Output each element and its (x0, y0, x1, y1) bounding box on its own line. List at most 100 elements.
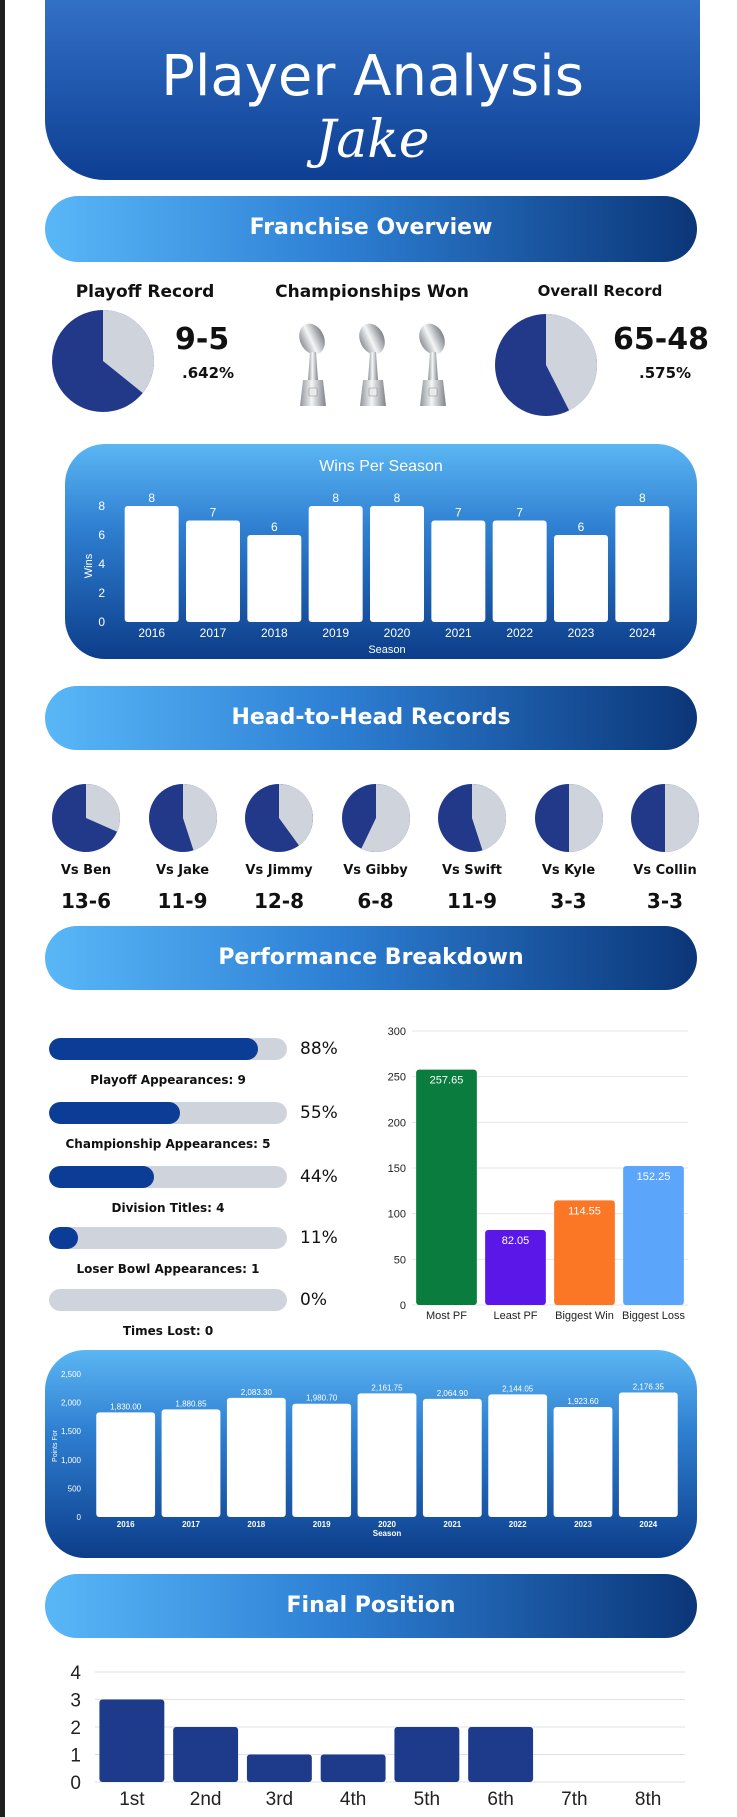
pf-y-tick: 1,500 (61, 1427, 82, 1436)
performance-progress-bar (49, 1227, 287, 1249)
points-x-tick: Most PF (426, 1310, 467, 1322)
page-title: Player Analysis (161, 44, 584, 109)
wins-bar (186, 520, 240, 622)
wins-chart-title: Wins Per Season (319, 458, 443, 475)
pf-x-tick: 2017 (182, 1520, 200, 1529)
pf-bar-label: 2,161.75 (371, 1383, 403, 1392)
wins-bar (308, 506, 363, 622)
wins-x-tick: 2016 (138, 626, 165, 640)
points-y-tick: 150 (388, 1163, 406, 1175)
pf-bar (553, 1406, 613, 1517)
h2h-record: 6-8 (357, 889, 394, 913)
header-banner: Player Analysis Jake (45, 0, 700, 180)
pf-bar (422, 1398, 482, 1517)
wins-bar-label: 7 (210, 506, 217, 520)
final-x-tick: 8th (635, 1789, 661, 1810)
h2h-pie (438, 784, 506, 852)
pf-bar-label: 1,980.70 (306, 1394, 338, 1403)
pf-x-tick: 2016 (117, 1520, 135, 1529)
championships-title: Championships Won (275, 282, 469, 302)
playoff-record-pct: .642% (182, 364, 235, 382)
h2h-opponent-name: Vs Jimmy (245, 863, 313, 878)
wins-y-tick: 0 (98, 615, 105, 629)
pf-bar (488, 1394, 548, 1517)
wins-x-tick: 2023 (568, 626, 595, 640)
final-bar (394, 1727, 460, 1782)
final-y-tick: 4 (70, 1663, 81, 1684)
pf-bar-label: 2,144.05 (502, 1384, 534, 1393)
h2h-pie (148, 784, 217, 852)
pf-y-tick: 0 (77, 1513, 82, 1522)
points-x-tick: Biggest Loss (622, 1310, 685, 1322)
points-y-tick: 100 (388, 1209, 406, 1221)
wins-x-tick: 2024 (629, 626, 656, 640)
overall-record-title: Overall Record (537, 282, 663, 300)
final-y-tick: 2 (70, 1718, 81, 1739)
points-bar (485, 1230, 546, 1305)
wins-bar (492, 520, 547, 622)
pf-bar (161, 1409, 221, 1517)
h2h-loss-slice (86, 784, 120, 832)
wins-y-tick: 2 (98, 586, 105, 600)
points-x-tick: Least PF (493, 1310, 537, 1322)
pf-x-tick: 2023 (574, 1520, 592, 1529)
h2h-opponent-name: Vs Kyle (541, 863, 596, 878)
final-x-tick: 5th (414, 1789, 440, 1810)
final-x-tick: 6th (487, 1789, 513, 1810)
wins-y-label: Wins (83, 553, 95, 578)
final-position-chart: 0 1 2 3 4 1st 2nd 3rd 4th 5th 6th 7th 8th (70, 1663, 685, 1810)
wins-per-season-panel: Wins Per Season 0 2 4 6 8 Wins 8 2016 7 2017 6 2018 8… (65, 444, 697, 659)
wins-x-tick: 2020 (384, 626, 411, 640)
wins-bar-label: 6 (271, 520, 278, 534)
h2h-record: 13-6 (60, 889, 112, 913)
points-y-tick: 0 (400, 1300, 406, 1312)
final-bar (99, 1699, 165, 1782)
pf-x-tick: 2022 (509, 1520, 527, 1529)
h2h-loss-slice (360, 784, 410, 852)
progress-fill (49, 1038, 259, 1060)
pf-x-tick: 2019 (313, 1520, 331, 1529)
wins-bar-label: 7 (516, 506, 523, 520)
final-bar (173, 1727, 239, 1782)
performance-progress-bar (49, 1102, 287, 1124)
pf-x-tick: 2018 (247, 1520, 265, 1529)
pf-x-tick: 2020 (378, 1520, 396, 1529)
points-bar (623, 1165, 684, 1305)
h2h-record: 11-9 (446, 889, 498, 913)
points-bar-label: 257.65 (430, 1075, 464, 1087)
h2h-opponent-name: Vs Collin (633, 863, 697, 878)
wins-bar (247, 535, 302, 622)
wins-x-tick: 2018 (261, 626, 288, 640)
pf-bar-label: 2,064.90 (437, 1389, 469, 1398)
wins-bar (554, 535, 608, 622)
progress-fill (49, 1166, 154, 1188)
wins-y-tick: 6 (98, 528, 105, 542)
performance-progress-bar (49, 1166, 287, 1188)
section-head-to-head: Head-to-Head Records (45, 686, 697, 750)
pf-bar (96, 1412, 156, 1517)
wins-x-tick: 2021 (445, 626, 472, 640)
h2h-record: 3-3 (646, 889, 684, 913)
performance-label: Playoff Appearances: 9 (90, 1073, 246, 1087)
points-y-tick: 200 (388, 1117, 406, 1129)
h2h-loss-slice (182, 784, 217, 851)
wins-bar-label: 7 (455, 506, 462, 520)
h2h-record: 11-9 (157, 889, 208, 913)
performance-label: Championship Appearances: 5 (65, 1137, 271, 1151)
performance-percent: 44% (300, 1167, 338, 1187)
wins-bar-label: 8 (148, 491, 155, 505)
pf-y-tick: 2,500 (61, 1370, 82, 1379)
performance-label: Division Titles: 4 (111, 1201, 225, 1215)
final-x-tick: 7th (561, 1789, 587, 1810)
pf-x-tick: 2024 (639, 1520, 657, 1529)
final-y-tick: 1 (70, 1746, 81, 1767)
playoff-record-title: Playoff Record (75, 282, 215, 302)
pf-bar (357, 1393, 417, 1517)
points-bar (554, 1200, 615, 1305)
section-performance-breakdown: Performance Breakdown (45, 926, 697, 990)
h2h-opponent-name: Vs Jake (155, 863, 210, 878)
final-x-tick: 3rd (266, 1789, 293, 1810)
points-x-tick: Biggest Win (555, 1310, 614, 1322)
pf-bar (618, 1392, 678, 1517)
h2h-loss-slice (279, 784, 313, 846)
